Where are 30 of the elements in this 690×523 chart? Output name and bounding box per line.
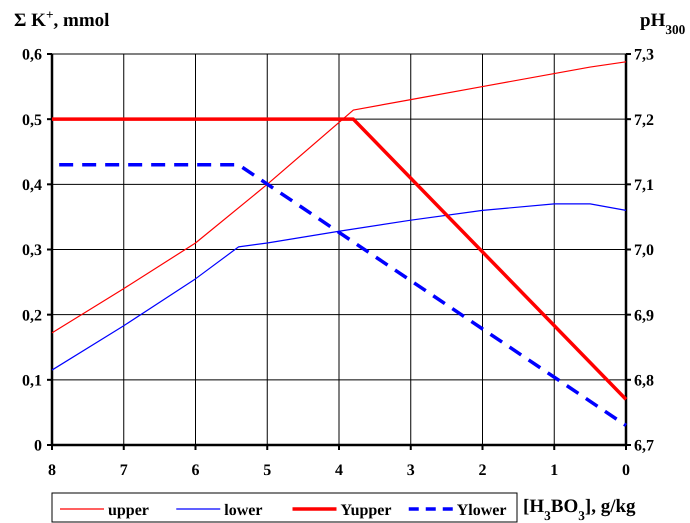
y2-tick-label: 6,7: [634, 438, 654, 455]
y-axis-title: Σ K$^{+}$, mmol: [14, 6, 110, 31]
legend-label: Ylower: [456, 502, 507, 519]
y-tick-label: 0,1: [22, 372, 42, 390]
y-tick-label: 0: [34, 438, 42, 455]
y-tick-label: 0,5: [22, 112, 42, 129]
y-tick-label: 0,4: [22, 176, 42, 194]
y-tick-label: 0,6: [22, 46, 42, 64]
x-tick-label: 8: [48, 462, 56, 479]
legend-label: upper: [108, 502, 149, 519]
x-tick-label: 0: [622, 462, 630, 479]
x-tick-label: 7: [120, 462, 128, 479]
y2-axis-title: pH$_{300}$: [640, 10, 686, 36]
x-tick-label: 1: [550, 462, 558, 479]
y-tick-label: 0,2: [22, 307, 42, 324]
legend-label: Yupper: [340, 502, 392, 519]
y2-tick-label: 7,1: [634, 176, 654, 194]
x-tick-label: 2: [478, 462, 486, 479]
x-tick-label: 6: [192, 462, 200, 479]
x-tick-label: 4: [335, 462, 343, 479]
y2-tick-label: 7,2: [634, 112, 654, 129]
x-tick-label: 5: [263, 462, 272, 479]
y2-tick-label: 7,3: [634, 46, 654, 64]
legend-label: lower: [224, 502, 262, 519]
y2-tick-label: 6,9: [634, 307, 654, 324]
y2-tick-label: 6,8: [634, 372, 654, 390]
y2-tick-label: 7,0: [634, 242, 654, 260]
x-axis-title: [H$_{3}$BO$_{3}$], g/kg: [523, 496, 636, 522]
y-tick-label: 0,3: [22, 242, 42, 260]
x-tick-label: 3: [406, 462, 415, 479]
